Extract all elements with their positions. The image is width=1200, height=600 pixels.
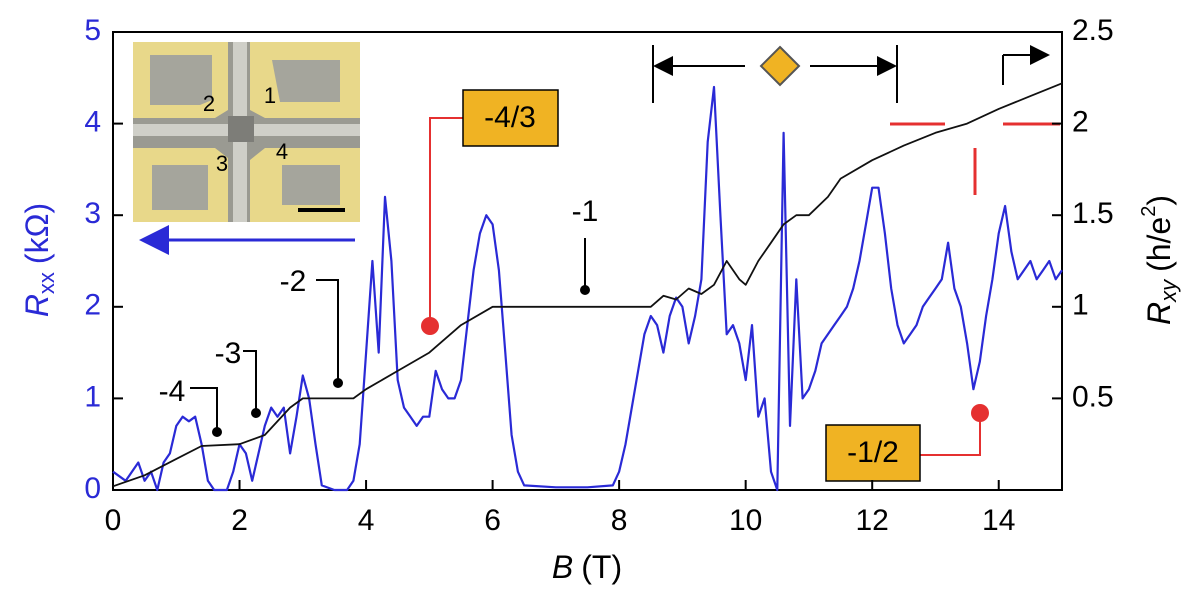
x-axis-label: B (T)	[552, 549, 622, 585]
annotation-dots	[212, 285, 590, 437]
series-line	[112, 82, 1063, 488]
y2-tick-label: 1	[1072, 289, 1089, 322]
plot-frame	[112, 31, 1063, 491]
y2-axis-label: Rxy (h/e2)	[1138, 195, 1181, 325]
inset-label: 2	[203, 91, 215, 116]
annotation: -1/2	[847, 436, 899, 469]
fraction-callouts	[421, 89, 989, 482]
y-subscript: xx	[34, 272, 59, 294]
inset	[133, 42, 360, 255]
y2-tick-label: 2.5	[1072, 14, 1114, 47]
y2-tick-label: 2	[1072, 106, 1089, 139]
y-tick-label: 5	[84, 14, 101, 47]
y2-subscript: xy	[1156, 278, 1181, 303]
range-markers	[652, 45, 1050, 103]
y-symbol: R	[19, 294, 55, 317]
x-tick-label: 10	[729, 504, 762, 537]
x-tick-label: 8	[611, 504, 628, 537]
inset-label: 3	[216, 151, 228, 176]
y2-tick-label: 1.5	[1072, 197, 1114, 230]
inset-label: 4	[276, 139, 288, 164]
annotation: -1	[572, 195, 599, 228]
inset-label: 1	[264, 83, 276, 108]
series-line	[112, 85, 1063, 492]
x-tick-label: 2	[231, 504, 248, 537]
y-axis-label: Rxx (kΩ)	[19, 203, 58, 317]
x-tick-label: 4	[358, 504, 375, 537]
y2-unit: (h/e	[1141, 217, 1177, 272]
x-symbol: B	[552, 549, 573, 585]
x-tick-label: 0	[105, 504, 122, 537]
annotation-connectors	[190, 238, 586, 432]
y2-superscript: 2	[1138, 206, 1160, 217]
annotation: -4	[159, 375, 186, 408]
x-tick-label: 14	[982, 504, 1015, 537]
y-tick-label: 2	[84, 289, 101, 322]
annotation: -3	[215, 337, 242, 370]
y-tick-label: 0	[84, 472, 101, 505]
y-tick-label: 1	[84, 380, 101, 413]
annotation: -4/3	[484, 101, 536, 134]
y2-tick-label: 0.5	[1072, 380, 1114, 413]
y-tick-label: 4	[84, 106, 101, 139]
x-tick-label: 12	[856, 504, 889, 537]
y2-symbol: R	[1141, 302, 1177, 325]
x-unit: (T)	[581, 549, 622, 585]
x-tick-label: 6	[484, 504, 501, 537]
y-tick-label: 3	[84, 197, 101, 230]
annotation: -2	[280, 265, 307, 298]
y-unit: (kΩ)	[19, 203, 55, 264]
dashed-reference	[890, 122, 1060, 195]
y2-close: )	[1141, 195, 1177, 206]
